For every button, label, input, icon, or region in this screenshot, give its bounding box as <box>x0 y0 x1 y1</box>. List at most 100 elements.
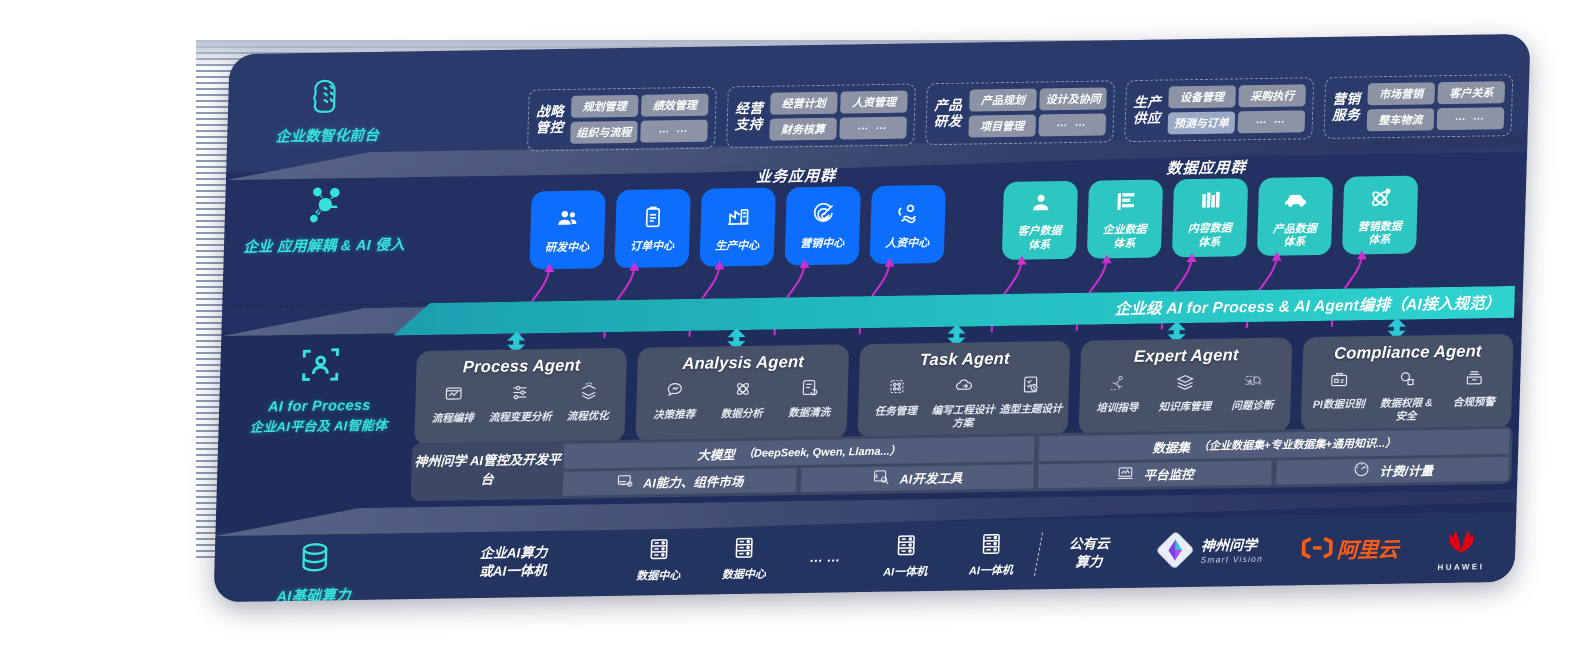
doc-check-clock-icon <box>1020 373 1043 400</box>
domain-chip[interactable]: 组织与流程 <box>570 120 638 144</box>
vendor-smartvision[interactable]: 神州问学 Smart Vision <box>1134 529 1285 574</box>
agent-function[interactable]: 编写工程设计方案 <box>929 374 998 430</box>
agent-function[interactable]: 任务管理 <box>862 375 931 419</box>
agent-function[interactable]: 数据清洗 <box>775 376 844 420</box>
app-card-production[interactable]: 生产中心 <box>699 187 776 267</box>
domain-group[interactable]: 生产 供应 设备管理 采购执行 预测与订单 … … <box>1124 77 1315 143</box>
domain-chip[interactable]: 项目管理 <box>968 114 1036 138</box>
domain-chip[interactable]: 设备管理 <box>1168 85 1236 109</box>
permission-shapes-icon <box>1396 367 1419 394</box>
platform-cell-billing[interactable]: 计费/计量 <box>1275 456 1509 485</box>
domain-group[interactable]: 经营 支持 经营计划 人资管理 财务核算 … … <box>726 83 916 149</box>
diagnose-icon <box>1242 370 1265 397</box>
agent-function-label: 培训指导 <box>1096 401 1139 415</box>
user-badge-icon <box>1027 191 1053 221</box>
database-icon <box>228 537 401 583</box>
infra-item-datacenter-1[interactable]: 数据中心 <box>615 536 702 585</box>
data-apps-title: 数据应用群 <box>1166 159 1247 178</box>
infra-row: 企业AI算力 或AI一体机 数据中心 <box>410 516 1510 595</box>
data-card-label: 企业数据 体系 <box>1102 224 1147 250</box>
agent-card-analysis[interactable]: Analysis Agent 决策推荐 <box>635 344 850 442</box>
agent-function[interactable]: 流程编排 <box>419 382 488 426</box>
platform-model-row[interactable]: 大模型 （DeepSeek, Qwen, Llama...） <box>563 436 1035 469</box>
infra-item-label: 数据中心 <box>721 568 767 582</box>
domain-chip-more[interactable]: … … <box>1436 106 1505 130</box>
domain-group-name: 生产 供应 <box>1132 94 1162 127</box>
agent-function-label: 问题诊断 <box>1231 399 1274 413</box>
agent-card-task[interactable]: Task Agent 任务管理 <box>857 340 1071 439</box>
agent-function[interactable]: PI数据识别 <box>1305 368 1374 412</box>
agent-function[interactable]: 合规预警 <box>1440 366 1509 410</box>
domain-chip[interactable]: 整车物流 <box>1366 108 1435 132</box>
data-card-customer[interactable]: 客户数据 体系 <box>1001 180 1079 260</box>
platform-cell-market[interactable]: AI能力、组件市场 <box>562 467 797 496</box>
infra-item-aibox-2[interactable]: AI一体机 <box>948 530 1035 579</box>
domain-chip[interactable]: 绩效管理 <box>641 93 709 117</box>
platform-dataset-row[interactable]: 数据集 （企业数据集+专业数据集+通用知识...） <box>1038 428 1510 461</box>
domain-chip-more[interactable]: … … <box>839 116 907 140</box>
domain-chip-more[interactable]: … … <box>1038 113 1107 137</box>
vendor-alicloud[interactable]: 阿里云 <box>1284 533 1414 565</box>
agent-name: Analysis Agent <box>682 353 805 373</box>
data-card-enterprise[interactable]: 企业数据 体系 <box>1086 179 1164 259</box>
agent-function-label: 流程变更分析 <box>488 410 552 424</box>
platform-cell-label: AI能力、组件市场 <box>643 475 744 491</box>
domain-chip-more[interactable]: … … <box>1237 110 1306 134</box>
infra-item-aibox-1[interactable]: AI一体机 <box>862 532 949 581</box>
agent-function-label: 流程优化 <box>566 410 609 423</box>
gauge-icon <box>1351 459 1372 482</box>
data-card-label: 内容数据 体系 <box>1187 222 1232 249</box>
app-card-label: 研发中心 <box>544 241 590 255</box>
agent-function[interactable]: 数据分析 <box>708 377 777 421</box>
agent-function[interactable]: 问题诊断 <box>1218 369 1287 413</box>
agent-function[interactable]: 造型主题设计 <box>997 373 1066 417</box>
server-icon <box>978 531 1005 562</box>
vendor-name: HUAWEI <box>1437 561 1485 572</box>
infra-item-label: AI一体机 <box>882 566 928 579</box>
domain-group[interactable]: 战略 管控 规划管理 绩效管理 组织与流程 … … <box>526 86 717 152</box>
data-app-cards: 客户数据 体系 企业数据 体系 <box>1001 175 1419 260</box>
agent-function[interactable]: 流程优化 <box>554 380 623 424</box>
vendor-huawei[interactable]: HUAWEI <box>1413 523 1510 571</box>
agent-function[interactable]: 数据权限 & 安全 <box>1372 367 1441 423</box>
domain-chip[interactable]: 客户关系 <box>1437 81 1506 105</box>
brain-icon <box>242 75 415 123</box>
agent-card-expert[interactable]: Expert Agent 培训指导 <box>1078 337 1293 435</box>
agent-name: Compliance Agent <box>1333 342 1482 363</box>
agent-function[interactable]: 知识库管理 <box>1151 371 1220 415</box>
data-card-content[interactable]: 内容数据 体系 <box>1171 178 1249 258</box>
platform-cell-devtool[interactable]: AI开发工具 <box>800 463 1034 493</box>
domain-chip[interactable]: 规划管理 <box>570 95 639 119</box>
clipboard-icon <box>639 205 666 236</box>
domain-chip[interactable]: 市场营销 <box>1367 82 1435 106</box>
data-card-marketing[interactable]: 营销数据 体系 <box>1341 175 1419 255</box>
data-card-product[interactable]: 产品数据 体系 <box>1256 176 1334 256</box>
domain-chip-more[interactable]: … … <box>640 119 708 143</box>
app-card-order[interactable]: 订单中心 <box>614 188 691 269</box>
domain-group[interactable]: 产品 研发 产品规划 设计及协同 项目管理 … … <box>925 80 1116 146</box>
domain-group-name: 产品 研发 <box>933 97 963 130</box>
domain-chip[interactable]: 设计及协同 <box>1039 87 1107 111</box>
agent-card-process[interactable]: Process Agent 流程编排 <box>414 347 628 446</box>
domain-chip[interactable]: 财务核算 <box>769 117 837 141</box>
domain-group[interactable]: 营销 服务 市场营销 客户关系 整车物流 … … <box>1323 74 1514 140</box>
domain-chip[interactable]: 人资管理 <box>840 90 908 114</box>
agent-function[interactable]: 决策推荐 <box>640 379 709 423</box>
infra-item-datacenter-2[interactable]: 数据中心 <box>701 534 788 583</box>
app-card-label: 生产中心 <box>714 239 760 253</box>
app-card-rd[interactable]: 研发中心 <box>529 190 606 270</box>
app-card-marketing[interactable]: 营销中心 <box>784 186 861 266</box>
platform-cell-monitor[interactable]: 平台监控 <box>1037 460 1272 489</box>
domain-chip[interactable]: 预测与订单 <box>1167 111 1235 135</box>
domain-chip[interactable]: 产品规划 <box>969 88 1037 112</box>
rail-frontend: 企业数智化前台 <box>241 75 415 148</box>
training-icon <box>1107 372 1130 399</box>
agent-function[interactable]: 培训指导 <box>1083 372 1152 416</box>
domain-chip[interactable]: 采购执行 <box>1238 84 1306 108</box>
car-icon <box>1281 185 1310 218</box>
agent-card-compliance[interactable]: Compliance Agent PI数据识别 <box>1300 333 1514 432</box>
agent-function[interactable]: 流程变更分析 <box>486 381 555 425</box>
app-card-hr[interactable]: 人资中心 <box>869 184 946 265</box>
platform-cell-label: AI开发工具 <box>899 471 963 487</box>
domain-chip[interactable]: 经营计划 <box>770 91 838 115</box>
